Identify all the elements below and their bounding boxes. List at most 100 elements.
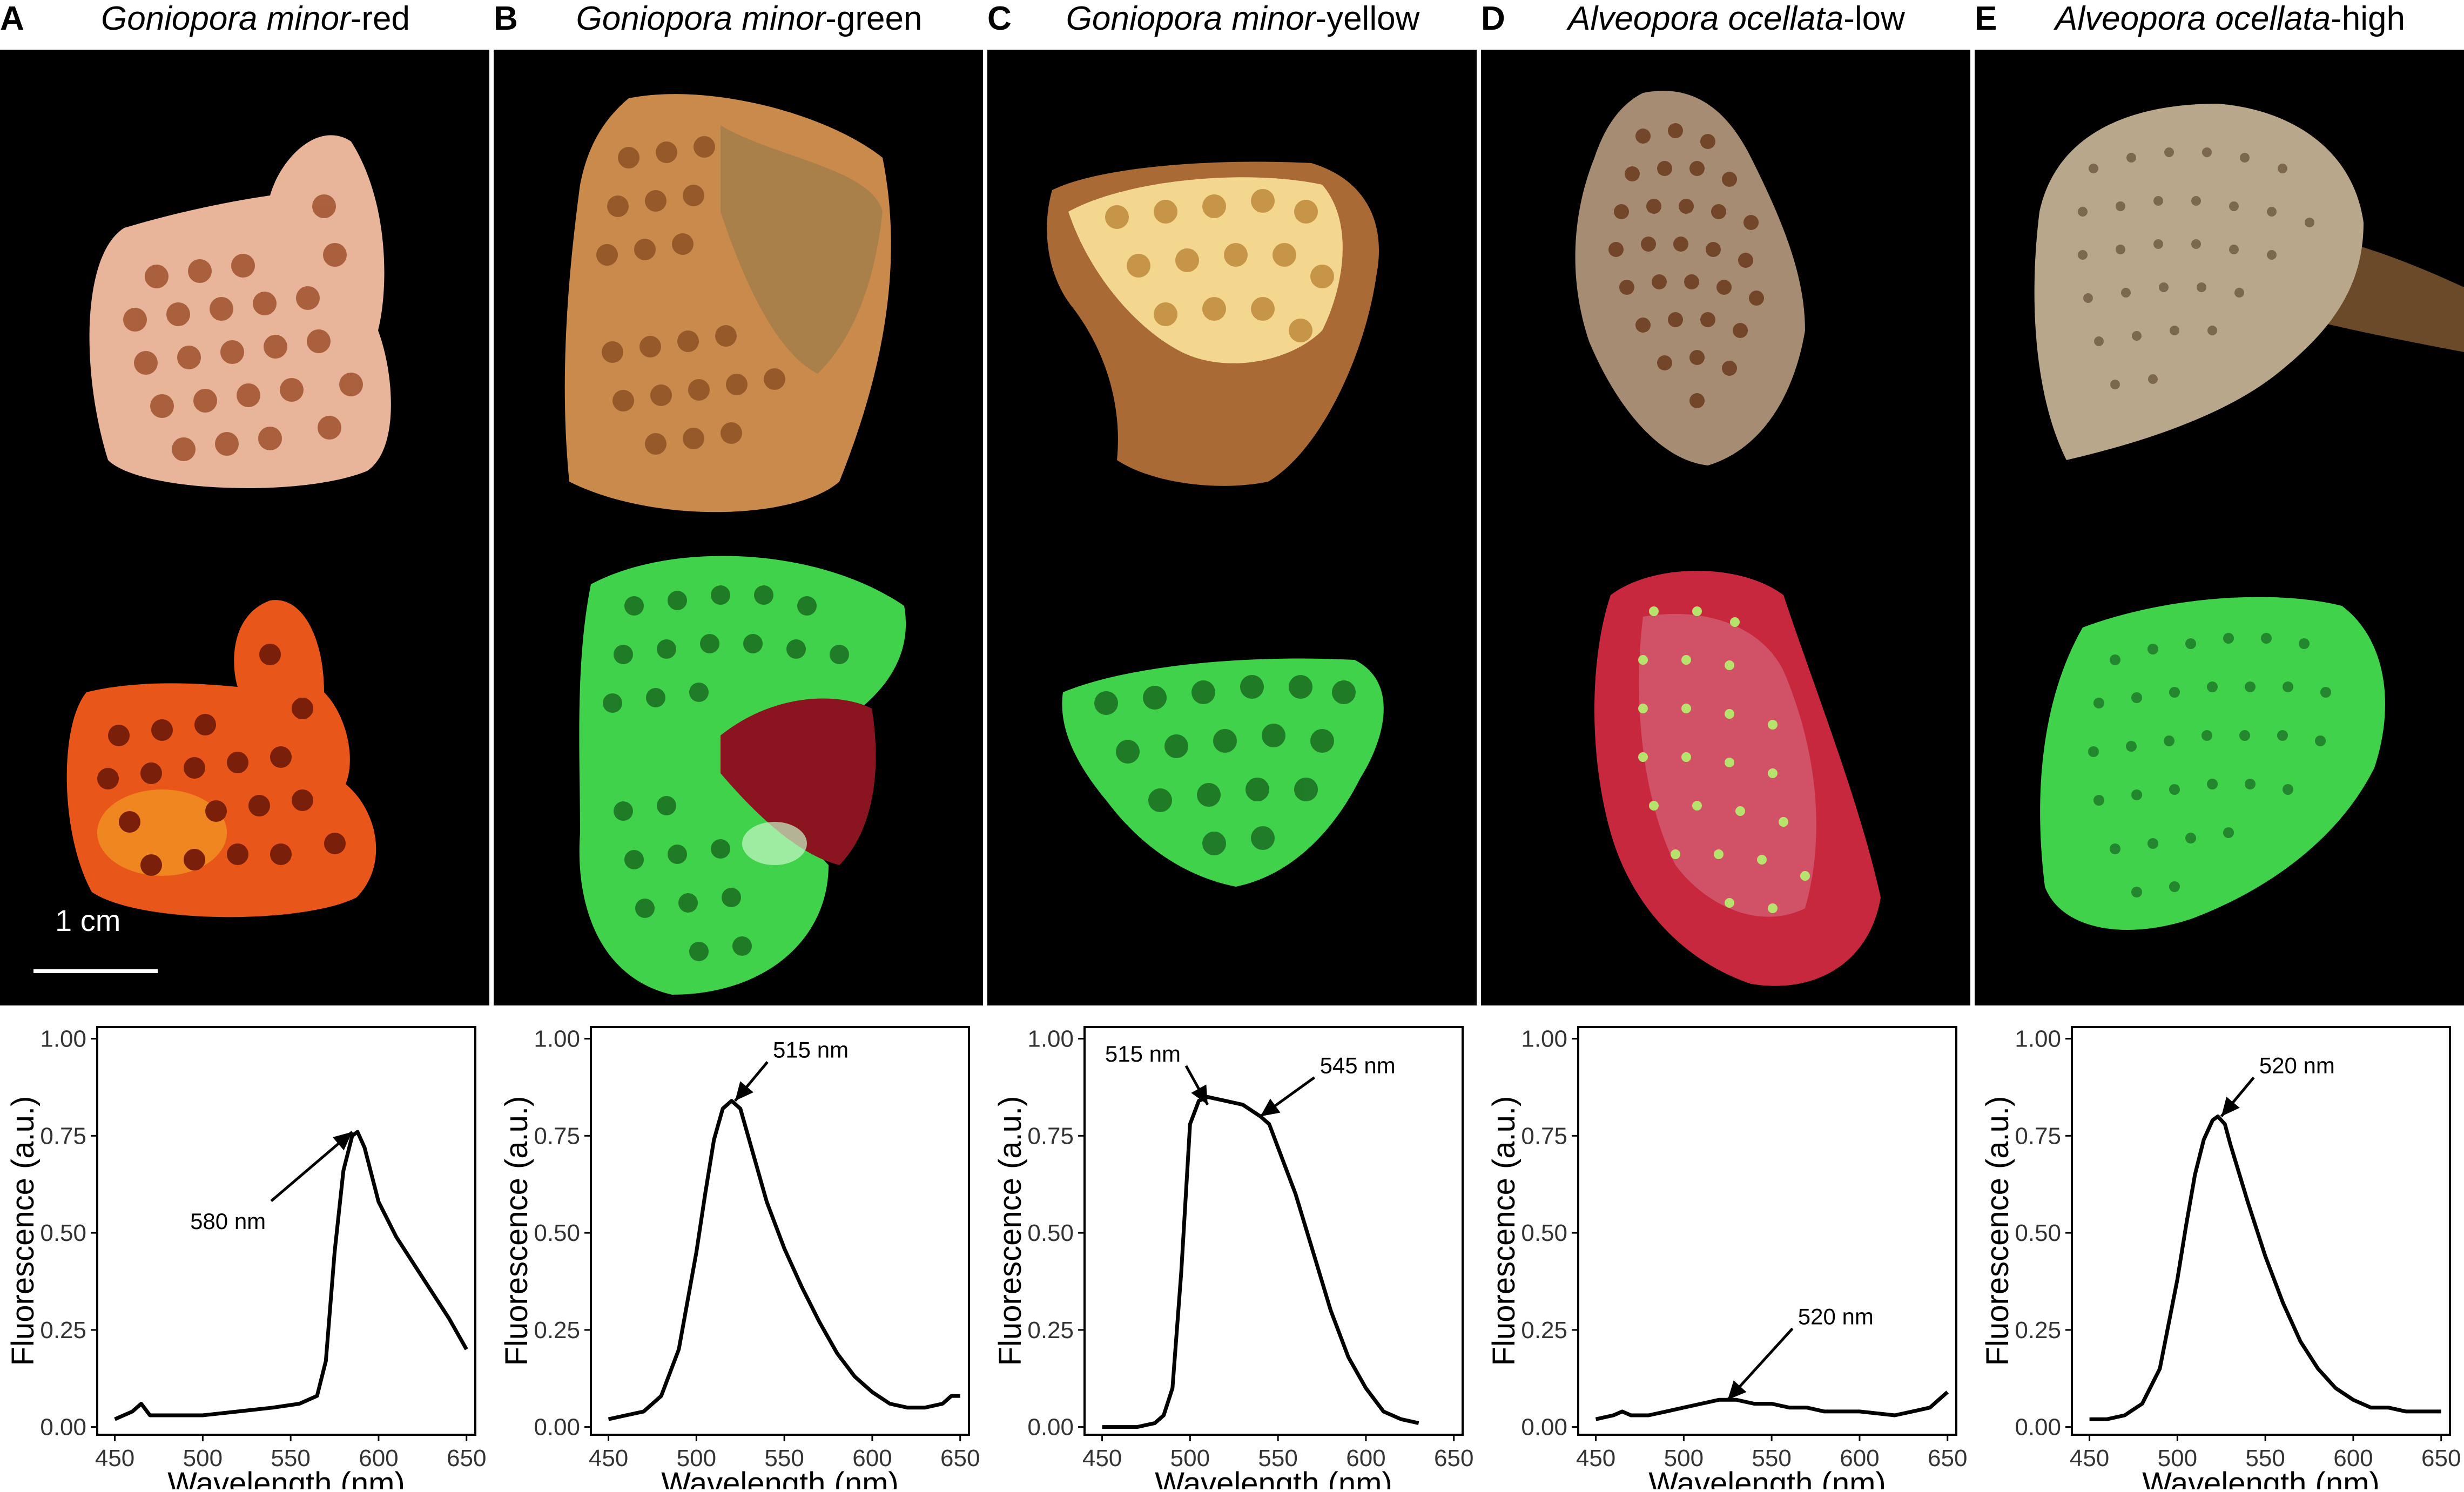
spectrum-line [2089,1114,2441,1421]
panel-title: Goniopora minor-yellow [1066,0,1420,37]
chart-e: 450 500 550 600 650 0.00 0.25 0.50 0.75 1.00 Wavel… [1975,1005,2464,1492]
panel-title: Goniopora minor-red [100,0,410,37]
x-tick-label: 450 [1082,1445,1122,1471]
y-tick-label: 0.00 [2015,1414,2061,1441]
coral-photo-white-light [1481,50,1970,530]
chart-d: 450 500 550 600 650 0.00 0.25 0.50 0.75 1.00 Wavel… [1481,1005,1970,1492]
panel-letter: D [1481,0,1505,37]
x-axis-label: Wavelength (nm) [1648,1466,1886,1489]
plot-frame [1577,1026,1957,1436]
x-tick-label: 550 [2245,1445,2285,1471]
x-tick-label: 600 [1346,1445,1385,1471]
y-tick-label: 0.25 [2015,1317,2061,1344]
y-tick-label: 0.50 [1027,1220,1074,1246]
plot-frame [96,1026,476,1436]
annotation-label: 520 nm [2259,1052,2335,1078]
x-tick-label: 600 [2333,1445,2373,1471]
y-tick-label: 1.00 [40,1026,86,1052]
coral-image-alveopora-low-white [1575,91,1805,465]
chart-svg: 450 500 550 600 650 0.00 0.25 0.50 0.75 1.00 Wavel… [1980,1026,2461,1492]
y-tick-label: 0.50 [2015,1220,2061,1246]
chart-c: 450 500 550 600 650 0.00 0.25 0.50 0.75 1.00 Wavel… [987,1005,1477,1492]
y-axis-label: Fluorescence (a.u.) [499,1096,534,1366]
annotation-label: 515 nm [773,1037,849,1063]
x-tick-label: 550 [1752,1445,1791,1471]
x-tick-label: 500 [183,1445,223,1471]
panel-c: C Goniopora minor-yellow [987,0,1477,1492]
panel-d: D Alveopora ocellata-low [1481,0,1970,1492]
annotation-label: 520 nm [1798,1304,1874,1329]
y-tick-label: 0.50 [534,1220,580,1246]
x-tick-label: 600 [852,1445,892,1471]
x-axis-label: Wavelength (nm) [167,1466,405,1489]
panel-title: Alveopora ocellata-low [1568,0,1905,37]
annotation-label: 580 nm [190,1209,266,1234]
x-tick-label: 500 [1170,1445,1210,1471]
annotation-arrowhead [1191,1084,1208,1105]
coral-photo-fluorescence [987,530,1477,1005]
chart-svg: 450 500 550 600 650 0.00 0.25 0.50 0.75 1.00 Wavel… [5,1026,486,1492]
plot-frame [2071,1026,2451,1436]
y-tick-label: 1.00 [1027,1026,1074,1052]
spectrum-line [1102,1095,1419,1429]
coral-image-alveopora-low-fluorescence [1594,571,1881,986]
x-tick-label: 450 [2070,1445,2109,1471]
y-tick-label: 1.00 [1521,1026,1567,1052]
x-tick-label: 450 [95,1445,134,1471]
panel-letter: B [494,0,518,37]
y-tick-label: 0.75 [1521,1123,1567,1149]
y-tick-label: 0.00 [1521,1414,1567,1441]
x-tick-label: 650 [2421,1445,2461,1471]
x-tick-label: 500 [677,1445,716,1471]
x-tick-label: 650 [1434,1445,1473,1471]
panel-title: Goniopora minor-green [576,0,923,37]
y-tick-label: 0.75 [2015,1123,2061,1149]
y-tick-label: 0.25 [534,1317,580,1344]
y-tick-label: 0.00 [534,1414,580,1441]
annotation-arrowhead [2221,1097,2240,1117]
coral-photo-fluorescence [1975,530,2464,1005]
y-axis-label: Fluorescence (a.u.) [5,1096,41,1366]
y-tick-label: 1.00 [2015,1026,2061,1052]
spectrum-line [114,1130,468,1421]
panel-letter: C [987,0,1012,37]
panel-e: E Alveopora ocellata-high [1975,0,2464,1492]
chart-a: 450 500 550 600 650 0.00 0.25 0.50 0.75 1.00 Wavel… [0,1005,489,1492]
x-tick-label: 450 [1576,1445,1615,1471]
x-tick-label: 500 [2158,1445,2197,1471]
coral-photo-white-light [987,50,1477,530]
coral-image-alveopora-high-white [2034,104,2464,460]
y-tick-label: 0.75 [1027,1123,1074,1149]
y-tick-label: 0.75 [534,1123,580,1149]
coral-image-goniopora-green-fluorescence [579,556,906,995]
coral-image-goniopora-red-white [89,135,391,489]
coral-image-goniopora-green-white [564,94,891,512]
plot-frame [1083,1026,1464,1436]
x-tick-label: 450 [589,1445,628,1471]
x-tick-label: 500 [1664,1445,1704,1471]
x-tick-label: 600 [1840,1445,1879,1471]
y-tick-label: 0.25 [1521,1317,1567,1344]
x-tick-label: 650 [447,1445,486,1471]
annotation-label: 515 nm [1105,1041,1181,1066]
x-tick-label: 550 [764,1445,804,1471]
y-tick-label: 0.75 [40,1123,86,1149]
coral-image-goniopora-yellow-fluorescence [1062,658,1384,887]
x-tick-label: 650 [940,1445,980,1471]
coral-image-goniopora-red-fluorescence [66,600,376,917]
coral-image-goniopora-yellow-white [1047,161,1379,486]
coral-photo-white-light [0,50,489,530]
x-tick-label: 650 [1928,1445,1967,1471]
chart-svg: 450 500 550 600 650 0.00 0.25 0.50 0.75 1.00 Wavel… [499,1026,980,1492]
y-tick-label: 0.50 [1521,1220,1567,1246]
y-axis-label: Fluorescence (a.u.) [1486,1096,1522,1366]
x-tick-label: 550 [1258,1445,1297,1471]
scale-bar-label: 1 cm [55,903,121,937]
x-axis-label: Wavelength (nm) [2142,1466,2379,1489]
panel-a: A Goniopora minor-red [0,0,489,1492]
chart-b: 450 500 550 600 650 0.00 0.25 0.50 0.75 1.00 Wavel… [494,1005,983,1492]
coral-photo-white-light [494,50,983,530]
y-tick-label: 0.25 [40,1317,86,1344]
y-tick-label: 0.50 [40,1220,86,1246]
annotation-arrowhead [1727,1380,1747,1400]
